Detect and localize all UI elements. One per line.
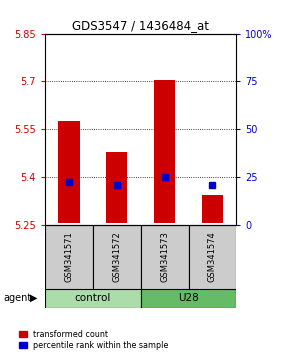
Text: GSM341571: GSM341571 <box>64 232 73 282</box>
Bar <box>141 289 236 308</box>
Text: U28: U28 <box>178 293 199 303</box>
Bar <box>45 289 141 308</box>
Bar <box>106 152 128 223</box>
Title: GDS3547 / 1436484_at: GDS3547 / 1436484_at <box>72 19 209 33</box>
Legend: transformed count, percentile rank within the sample: transformed count, percentile rank withi… <box>19 330 168 350</box>
Bar <box>58 121 80 223</box>
Text: ▶: ▶ <box>30 293 38 303</box>
Text: control: control <box>75 293 111 303</box>
Bar <box>188 225 236 289</box>
Text: agent: agent <box>3 293 31 303</box>
Bar <box>141 225 188 289</box>
Text: GSM341572: GSM341572 <box>112 232 121 282</box>
Text: GSM341574: GSM341574 <box>208 232 217 282</box>
Bar <box>202 194 223 223</box>
Bar <box>93 225 141 289</box>
Bar <box>45 225 93 289</box>
Bar <box>154 80 175 223</box>
Text: GSM341573: GSM341573 <box>160 232 169 282</box>
